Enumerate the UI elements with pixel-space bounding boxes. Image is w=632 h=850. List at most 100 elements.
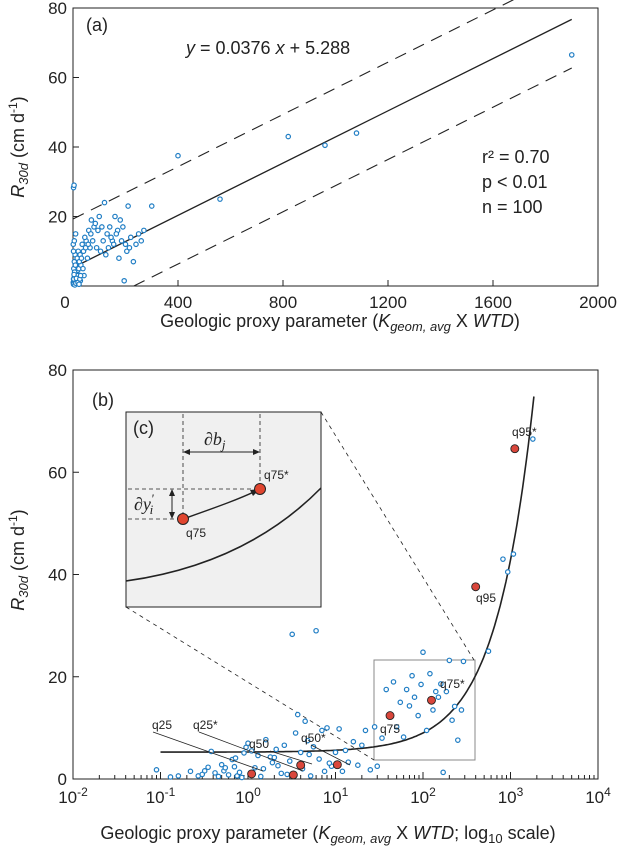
b-point-88: [460, 658, 467, 665]
inset-q75-label: q75: [186, 526, 206, 540]
b-point-25: [260, 765, 267, 772]
panel-a-equation: y = 0.0376 x + 5.288: [184, 38, 350, 58]
quantile-leader-lines: [152, 731, 351, 772]
b-point-73: [418, 681, 424, 688]
quantile-label-q50-star: q50*: [301, 731, 326, 745]
b-point-61: [379, 735, 385, 741]
panel-a-label: (a): [86, 15, 108, 35]
a-point-46: [89, 238, 96, 244]
b-point-2: [175, 773, 182, 779]
a-point-63: [80, 265, 86, 272]
a-point-96: [217, 196, 223, 202]
b-point-75: [423, 727, 430, 734]
stat-n: n = 100: [482, 197, 543, 217]
b-point-84: [449, 717, 455, 724]
b-point-79: [435, 694, 442, 701]
a-point-42: [79, 241, 85, 248]
equation-end: + 5.288: [285, 38, 351, 58]
b-point-85: [451, 703, 458, 710]
quantile-point-q25: [247, 769, 257, 779]
a-point-44: [84, 255, 91, 262]
b-point-47: [321, 768, 328, 775]
a-point-49: [104, 231, 110, 237]
xlabel-suffix: ): [514, 311, 520, 331]
b-xlabel-wtd: WTD: [413, 823, 454, 843]
b-point-45: [316, 756, 322, 762]
b-point-68: [403, 686, 410, 693]
b-ylabel-exp: -1: [6, 515, 20, 526]
b-y-tick-label-4: 80: [48, 361, 67, 380]
b-x-tick-label-4: 102: [410, 785, 436, 807]
a-point-95: [175, 152, 181, 159]
quantile-label-q95-star: q95*: [512, 425, 537, 439]
b-point-77: [430, 707, 436, 713]
b-point-35: [289, 631, 296, 638]
b-point-95: [222, 764, 229, 771]
a-point-72: [103, 251, 109, 258]
a-point-34: [101, 199, 108, 206]
ylabel-r: R: [8, 185, 28, 198]
b-point-14: [231, 763, 238, 770]
lower-band-line: [133, 67, 572, 287]
dy-prime: ': [151, 491, 154, 506]
a-point-52: [120, 224, 126, 230]
a-x-tick-label-5: 2000: [579, 293, 617, 312]
a-point-38: [125, 203, 131, 209]
b-point-59: [371, 724, 378, 730]
b-y-tick-label-2: 40: [48, 566, 67, 585]
a-point-81: [126, 244, 133, 251]
a-point-24: [71, 238, 78, 244]
a-point-53: [122, 241, 129, 248]
a-point-27: [71, 182, 77, 189]
a-point-57: [72, 262, 79, 268]
equation-y: y: [184, 38, 196, 58]
b-point-18: [241, 750, 247, 756]
quantile-point-q25-star: [288, 770, 298, 780]
inset-q75-star-point: [254, 483, 266, 495]
a-point-87: [71, 271, 77, 278]
leader-q25: [152, 731, 264, 772]
a-y-tick-label-4: 80: [48, 0, 67, 18]
b-point-98: [306, 751, 312, 758]
b-point-32: [281, 742, 288, 749]
a-point-31: [88, 217, 95, 223]
a-point-67: [88, 231, 94, 237]
ylabel-units: (cm d: [8, 113, 28, 163]
b-x-tick-label-0: 10-2: [58, 785, 88, 807]
a-point-70: [97, 248, 104, 255]
a-point-77: [116, 255, 122, 262]
db-arrowhead-left: [183, 449, 190, 455]
b-point-37: [294, 711, 301, 718]
b-point-69: [406, 703, 413, 709]
b-point-80: [438, 681, 444, 687]
a-y-tick-label-2: 40: [48, 138, 67, 157]
panel-a-y-axis-label: R30d (cm d-1): [6, 96, 31, 197]
inset-q75-star-label: q75*: [264, 468, 289, 482]
b-point-56: [359, 742, 365, 749]
quantile-label-q75: q75: [380, 722, 400, 736]
b-point-83: [446, 657, 453, 664]
panel-a-x-axis-label: Geologic proxy parameter (Kgeom, avg X W…: [160, 311, 520, 334]
b-point-12: [225, 772, 232, 778]
zoom-rectangle: [373, 659, 476, 761]
a-point-35: [106, 224, 113, 230]
db-arrowhead-right: [253, 449, 260, 455]
db-label: ∂bj: [204, 429, 226, 452]
a-point-65: [82, 244, 89, 251]
quantile-label-q50: q50: [249, 737, 269, 751]
a-point-43: [82, 234, 88, 241]
b-point-0: [153, 766, 160, 773]
b-xlabel-k: K: [318, 823, 331, 843]
panel-b-x-axis-label: Geologic proxy parameter (Kgeom, avg X W…: [100, 823, 555, 846]
b-point-89: [485, 648, 492, 654]
b-point-90: [500, 556, 506, 562]
xlabel-sub: geom, avg: [390, 319, 451, 334]
b-point-87: [458, 707, 465, 713]
inset-c: (c) ∂bj ∂y' i q75 q75*: [125, 411, 322, 608]
a-point-74: [108, 234, 114, 241]
b-ylabel-sub: 30d: [16, 575, 31, 597]
stat-r2: r² = 0.70: [482, 147, 550, 167]
ylabel-close: ): [8, 96, 28, 102]
a-point-37: [117, 217, 124, 223]
